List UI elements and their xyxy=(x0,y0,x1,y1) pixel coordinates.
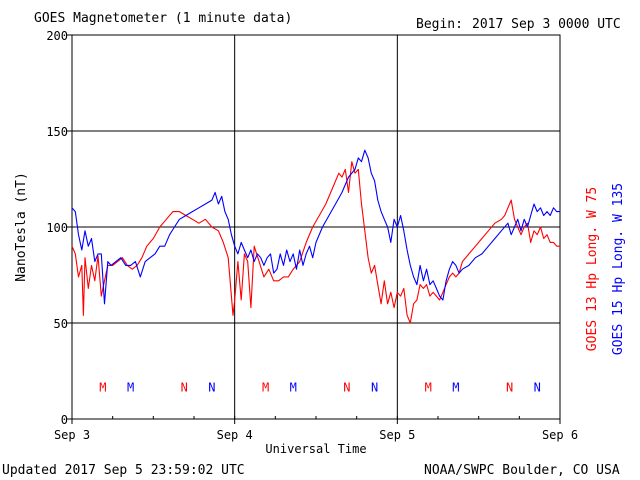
y-axis-ticks: 0 50 100 150 200 xyxy=(46,29,72,427)
marker-n: N xyxy=(534,380,541,394)
legend-goes15: GOES 15 Hp Long. W 135 xyxy=(611,183,626,355)
grid-lines xyxy=(72,35,560,419)
x-axis-label: Universal Time xyxy=(265,442,366,456)
marker-m: M xyxy=(127,380,134,394)
marker-m: M xyxy=(290,380,297,394)
y-tick-label: 100 xyxy=(46,221,68,235)
y-tick-label: 200 xyxy=(46,29,68,43)
marker-n: N xyxy=(343,380,350,394)
series-line-goes15 xyxy=(71,149,560,305)
marker-m: M xyxy=(425,380,432,394)
x-tick-label: Sep 5 xyxy=(379,428,415,442)
source-credit: NOAA/SWPC Boulder, CO USA xyxy=(424,463,620,478)
x-tick-label: Sep 4 xyxy=(217,428,253,442)
begin-value: 2017 Sep 3 0000 UTC xyxy=(472,17,621,32)
x-tick-label: Sep 6 xyxy=(542,428,578,442)
marker-n: N xyxy=(371,380,378,394)
legend-goes13: GOES 13 Hp Long. W 75 xyxy=(585,187,600,351)
x-axis-ticks: Sep 3 Sep 4 Sep 5 Sep 6 xyxy=(54,416,578,442)
series-layer xyxy=(71,149,560,324)
begin-label: Begin: xyxy=(416,17,463,32)
y-tick-label: 150 xyxy=(46,125,68,139)
marker-m: M xyxy=(99,380,106,394)
marker-n: N xyxy=(181,380,188,394)
marker-n: N xyxy=(208,380,215,394)
x-tick-label: Sep 3 xyxy=(54,428,90,442)
marker-n: N xyxy=(506,380,513,394)
chart-title: GOES Magnetometer (1 minute data) xyxy=(34,11,292,26)
y-axis-label: NanoTesla (nT) xyxy=(14,172,29,282)
updated-timestamp: Updated 2017 Sep 5 23:59:02 UTC xyxy=(2,463,245,478)
marker-m: M xyxy=(452,380,459,394)
marker-m: M xyxy=(262,380,269,394)
y-tick-label: 50 xyxy=(54,317,68,331)
y-tick-label: 0 xyxy=(61,413,68,427)
